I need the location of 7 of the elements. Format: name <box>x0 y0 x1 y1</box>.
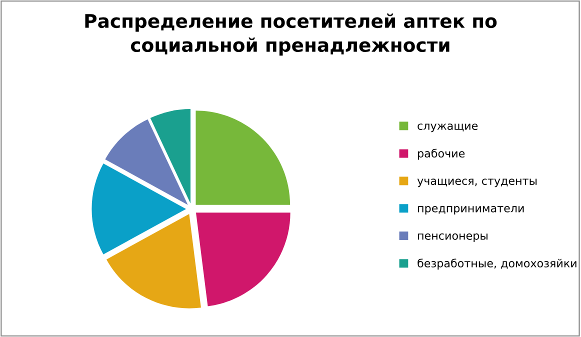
chart-title: Распределение посетителей аптек по социальной пренадлежности <box>85 13 497 56</box>
legend-label: служащие <box>418 124 478 132</box>
legend-label: предприниматели <box>418 206 524 215</box>
legend-label: рабочие <box>418 148 465 160</box>
legend-label: безработные, домохозяйки <box>418 258 576 270</box>
legend-label: учащиеся, студенты <box>417 178 537 188</box>
legend-label: пенсионеры <box>418 233 488 242</box>
